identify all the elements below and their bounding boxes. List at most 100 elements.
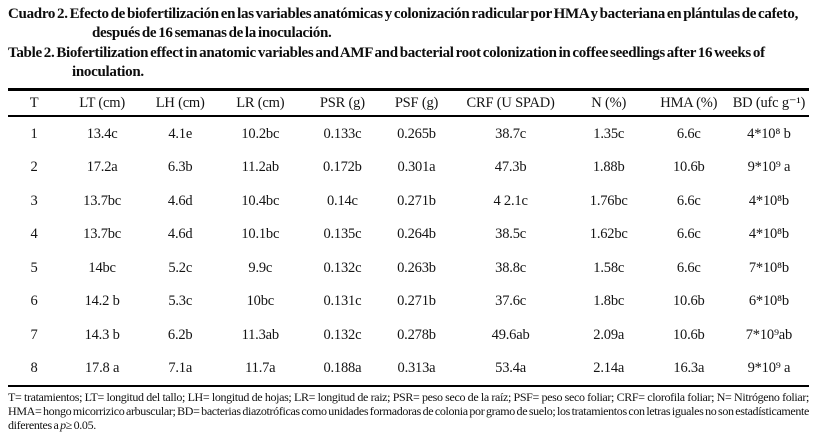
column-header: PSR (g) bbox=[304, 89, 381, 117]
table-cell: 53.4a bbox=[495, 360, 526, 376]
table-cell: 0.131c bbox=[323, 293, 362, 309]
table-cell: 5 bbox=[30, 259, 38, 276]
table-cell: 38.8c bbox=[495, 259, 526, 276]
column-header: LH (cm) bbox=[144, 89, 217, 117]
table-cell: 10.4bc bbox=[241, 192, 280, 209]
table-cell: 4*10⁸ b bbox=[747, 125, 791, 142]
table-cell: 4.1e bbox=[168, 125, 193, 142]
caption-spanish: Cuadro 2. Efecto de biofertilización en … bbox=[8, 5, 809, 43]
column-header: PSF (g) bbox=[380, 89, 453, 117]
table-cell: 1.88b bbox=[592, 159, 625, 175]
column-header: CRF (U SPAD) bbox=[452, 89, 569, 117]
table-footnote: T= tratamientos; LT= longitud del tallo;… bbox=[8, 390, 809, 433]
table-cell: 0.135c bbox=[323, 226, 362, 242]
table-cell: 47.3b bbox=[494, 159, 527, 175]
table-cell: 10.6b bbox=[672, 159, 705, 175]
table-cell: 0.133c bbox=[323, 125, 362, 142]
table-cell: 8 bbox=[30, 360, 38, 376]
table-cell: 0.14c bbox=[326, 192, 358, 209]
table-cell: 2.14a bbox=[593, 360, 625, 376]
table-cell: 14bc bbox=[88, 259, 116, 276]
table-cell: 4*10⁸b bbox=[748, 226, 789, 242]
table-cell: 5.3c bbox=[168, 293, 193, 309]
table-row: 4 13.7bc 4.6d 10.1bc 0.135c 0.264b 38.5c 1.62bc… bbox=[8, 218, 809, 252]
table-cell: 10.6b bbox=[672, 293, 705, 309]
table-header-row: T LT (cm) LH (cm) LR (cm) PSR (g) PSF (g) CRF … bbox=[8, 89, 809, 117]
table-cell: 0.271b bbox=[397, 293, 436, 309]
table-cell: 4 bbox=[30, 226, 38, 242]
table-cell: 4.6d bbox=[167, 226, 193, 242]
table-cell: 16.3a bbox=[673, 360, 705, 376]
table-cell: 6.6c bbox=[676, 226, 701, 242]
column-header: N (%) bbox=[568, 89, 649, 117]
column-header: BD (ufc g⁻¹) bbox=[728, 89, 809, 117]
table-cell: 6.6c bbox=[676, 259, 701, 276]
table-cell: 9.9c bbox=[248, 259, 273, 276]
table-cell: 0.263b bbox=[397, 259, 436, 276]
table-cell: 13.7bc bbox=[83, 192, 122, 209]
table-cell: 10.2bc bbox=[241, 125, 280, 142]
caption-english: Table 2. Biofertilization effect in anat… bbox=[8, 44, 809, 82]
table-cell: 10bc bbox=[246, 293, 275, 309]
table-cell: 49.6ab bbox=[491, 326, 530, 343]
table-cell: 4.6d bbox=[167, 192, 193, 209]
table-cell: 6.6c bbox=[676, 192, 701, 209]
table-cell: 0.265b bbox=[397, 125, 436, 142]
table-cell: 3 bbox=[30, 192, 38, 209]
table-cell: 13.7bc bbox=[83, 226, 122, 242]
column-header: HMA (%) bbox=[648, 89, 729, 117]
table-cell: 7*10⁸b bbox=[748, 259, 789, 276]
table-cell: 9*10⁹ a bbox=[747, 159, 791, 175]
table-cell: 1.62bc bbox=[589, 226, 628, 242]
table-cell: 0.132c bbox=[323, 326, 362, 343]
table-cell: 6.6c bbox=[676, 125, 701, 142]
table-cell: 1 bbox=[30, 125, 38, 142]
table-cell: 13.4c bbox=[86, 125, 118, 142]
table-cell: 38.5c bbox=[495, 226, 526, 242]
table-cell: 38.7c bbox=[495, 125, 526, 142]
table-cell: 4 2.1c bbox=[493, 192, 528, 209]
column-header: LT (cm) bbox=[60, 89, 145, 117]
table-cell: 9*10⁹ a bbox=[747, 360, 791, 376]
caption-english-label: Table 2. bbox=[8, 45, 55, 61]
table-body: 1 13.4c 4.1e 10.2bc 0.133c 0.265b 38.7c 1.35c 6.… bbox=[8, 116, 809, 386]
table-row: 2 17.2a 6.3b 11.2ab 0.172b 0.301a 47.3b 1.88b 10… bbox=[8, 151, 809, 185]
table-cell: 7.1a bbox=[168, 360, 193, 376]
table-row: 5 14bc 5.2c 9.9c 0.132c 0.263b 38.8c 1.58c 6.6c 7… bbox=[8, 251, 809, 285]
table-cell: 4*10⁸b bbox=[748, 192, 789, 209]
caption-spanish-text: Efecto de biofertilización en las variab… bbox=[67, 6, 799, 41]
footnote-definitions: T= tratamientos; LT= longitud del tallo;… bbox=[8, 390, 809, 433]
table-cell: 0.271b bbox=[397, 192, 436, 209]
table-cell: 0.313a bbox=[397, 360, 436, 376]
table-cell: 7 bbox=[30, 326, 38, 343]
table-cell: 7*10⁹ab bbox=[745, 326, 793, 343]
table-cell: 10.6b bbox=[672, 326, 705, 343]
table-row: 6 14.2 b 5.3c 10bc 0.131c 0.271b 37.6c 1.8bc 10.… bbox=[8, 285, 809, 319]
table-cell: 17.2a bbox=[86, 159, 118, 175]
table-cell: 1.35c bbox=[593, 125, 625, 142]
table-cell: 2 bbox=[30, 159, 38, 175]
table-cell: 1.76bc bbox=[589, 192, 628, 209]
table-cell: 0.172b bbox=[323, 159, 362, 175]
column-header: LR (cm) bbox=[216, 89, 305, 117]
table-row: 7 14.3 b 6.2b 11.3ab 0.132c 0.278b 49.6ab 2.09a… bbox=[8, 318, 809, 352]
column-header: T bbox=[8, 89, 61, 117]
table-cell: 37.6c bbox=[495, 293, 526, 309]
table-cell: 10.1bc bbox=[241, 226, 280, 242]
table-cell: 6.2b bbox=[167, 326, 193, 343]
table-head: T LT (cm) LH (cm) LR (cm) PSR (g) PSF (g) CRF … bbox=[8, 89, 809, 117]
table-cell: 11.2ab bbox=[241, 159, 280, 175]
table-cell: 17.8 a bbox=[84, 360, 120, 376]
table-cell: 6 bbox=[30, 293, 38, 309]
table-cell: 14.2 b bbox=[84, 293, 120, 309]
table-row: 1 13.4c 4.1e 10.2bc 0.133c 0.265b 38.7c 1.35c 6.… bbox=[8, 116, 809, 151]
results-table: T LT (cm) LH (cm) LR (cm) PSR (g) PSF (g) CRF … bbox=[8, 88, 809, 387]
document-page: Cuadro 2. Efecto de biofertilización en … bbox=[8, 5, 809, 432]
table-cell: 11.3ab bbox=[241, 326, 280, 343]
table-cell: 1.8bc bbox=[593, 293, 625, 309]
table-cell: 1.58c bbox=[593, 259, 625, 276]
table-cell: 0.264b bbox=[397, 226, 436, 242]
footnote-threshold: ≥ 0.05. bbox=[65, 418, 96, 433]
table-cell: 6*10⁸b bbox=[748, 293, 789, 309]
table-row: 3 13.7bc 4.6d 10.4bc 0.14c 0.271b 4 2.1c 1.76bc… bbox=[8, 184, 809, 218]
